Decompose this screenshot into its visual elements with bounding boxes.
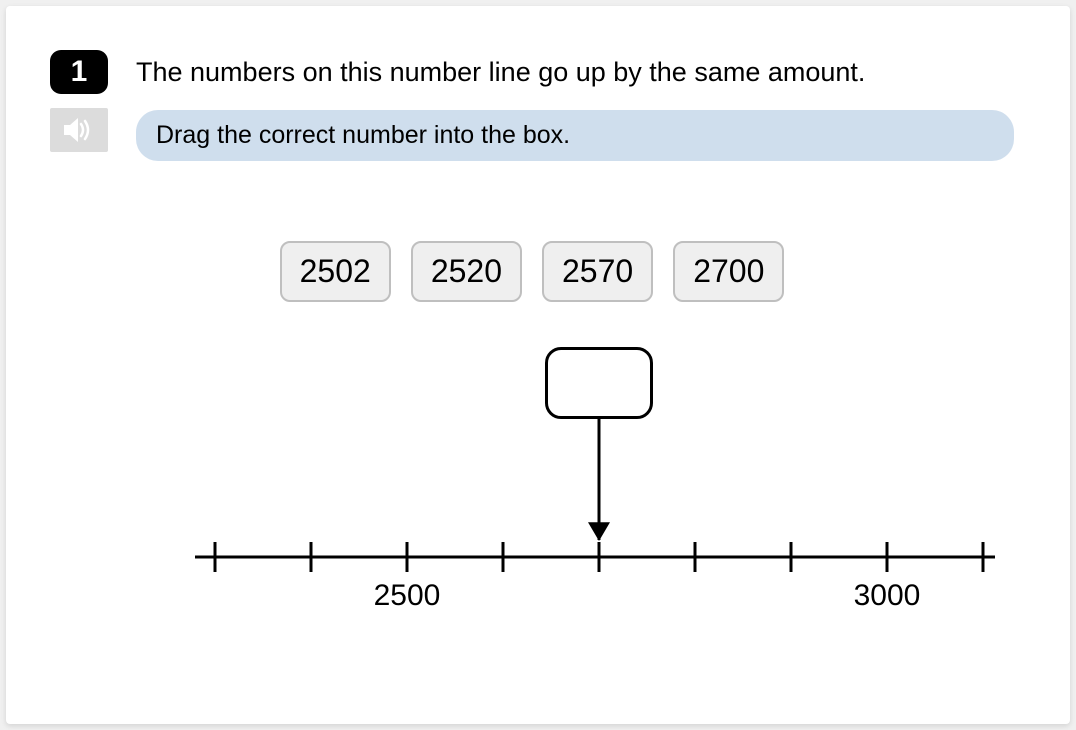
answer-choice-2[interactable]: 2570 (542, 241, 653, 302)
answer-choice-1[interactable]: 2520 (411, 241, 522, 302)
question-instruction: Drag the correct number into the box. (136, 110, 1014, 161)
answer-choices: 2502 2520 2570 2700 (50, 241, 1014, 302)
axis-label: 2500 (374, 579, 441, 613)
header-row: 1 The numbers on this number line go up … (50, 50, 1014, 161)
number-line-area: 2500 3000 (50, 332, 1014, 652)
answer-choice-3[interactable]: 2700 (673, 241, 784, 302)
question-card: 1 The numbers on this number line go up … (6, 6, 1070, 724)
answer-drop-box[interactable] (545, 347, 653, 419)
text-column: The numbers on this number line go up by… (136, 50, 1014, 161)
audio-button[interactable] (50, 108, 108, 152)
question-prompt: The numbers on this number line go up by… (136, 50, 1014, 94)
speaker-icon (64, 117, 94, 143)
question-number-badge: 1 (50, 50, 108, 94)
left-column: 1 (50, 50, 108, 152)
axis-label: 3000 (854, 579, 921, 613)
answer-choice-0[interactable]: 2502 (280, 241, 391, 302)
